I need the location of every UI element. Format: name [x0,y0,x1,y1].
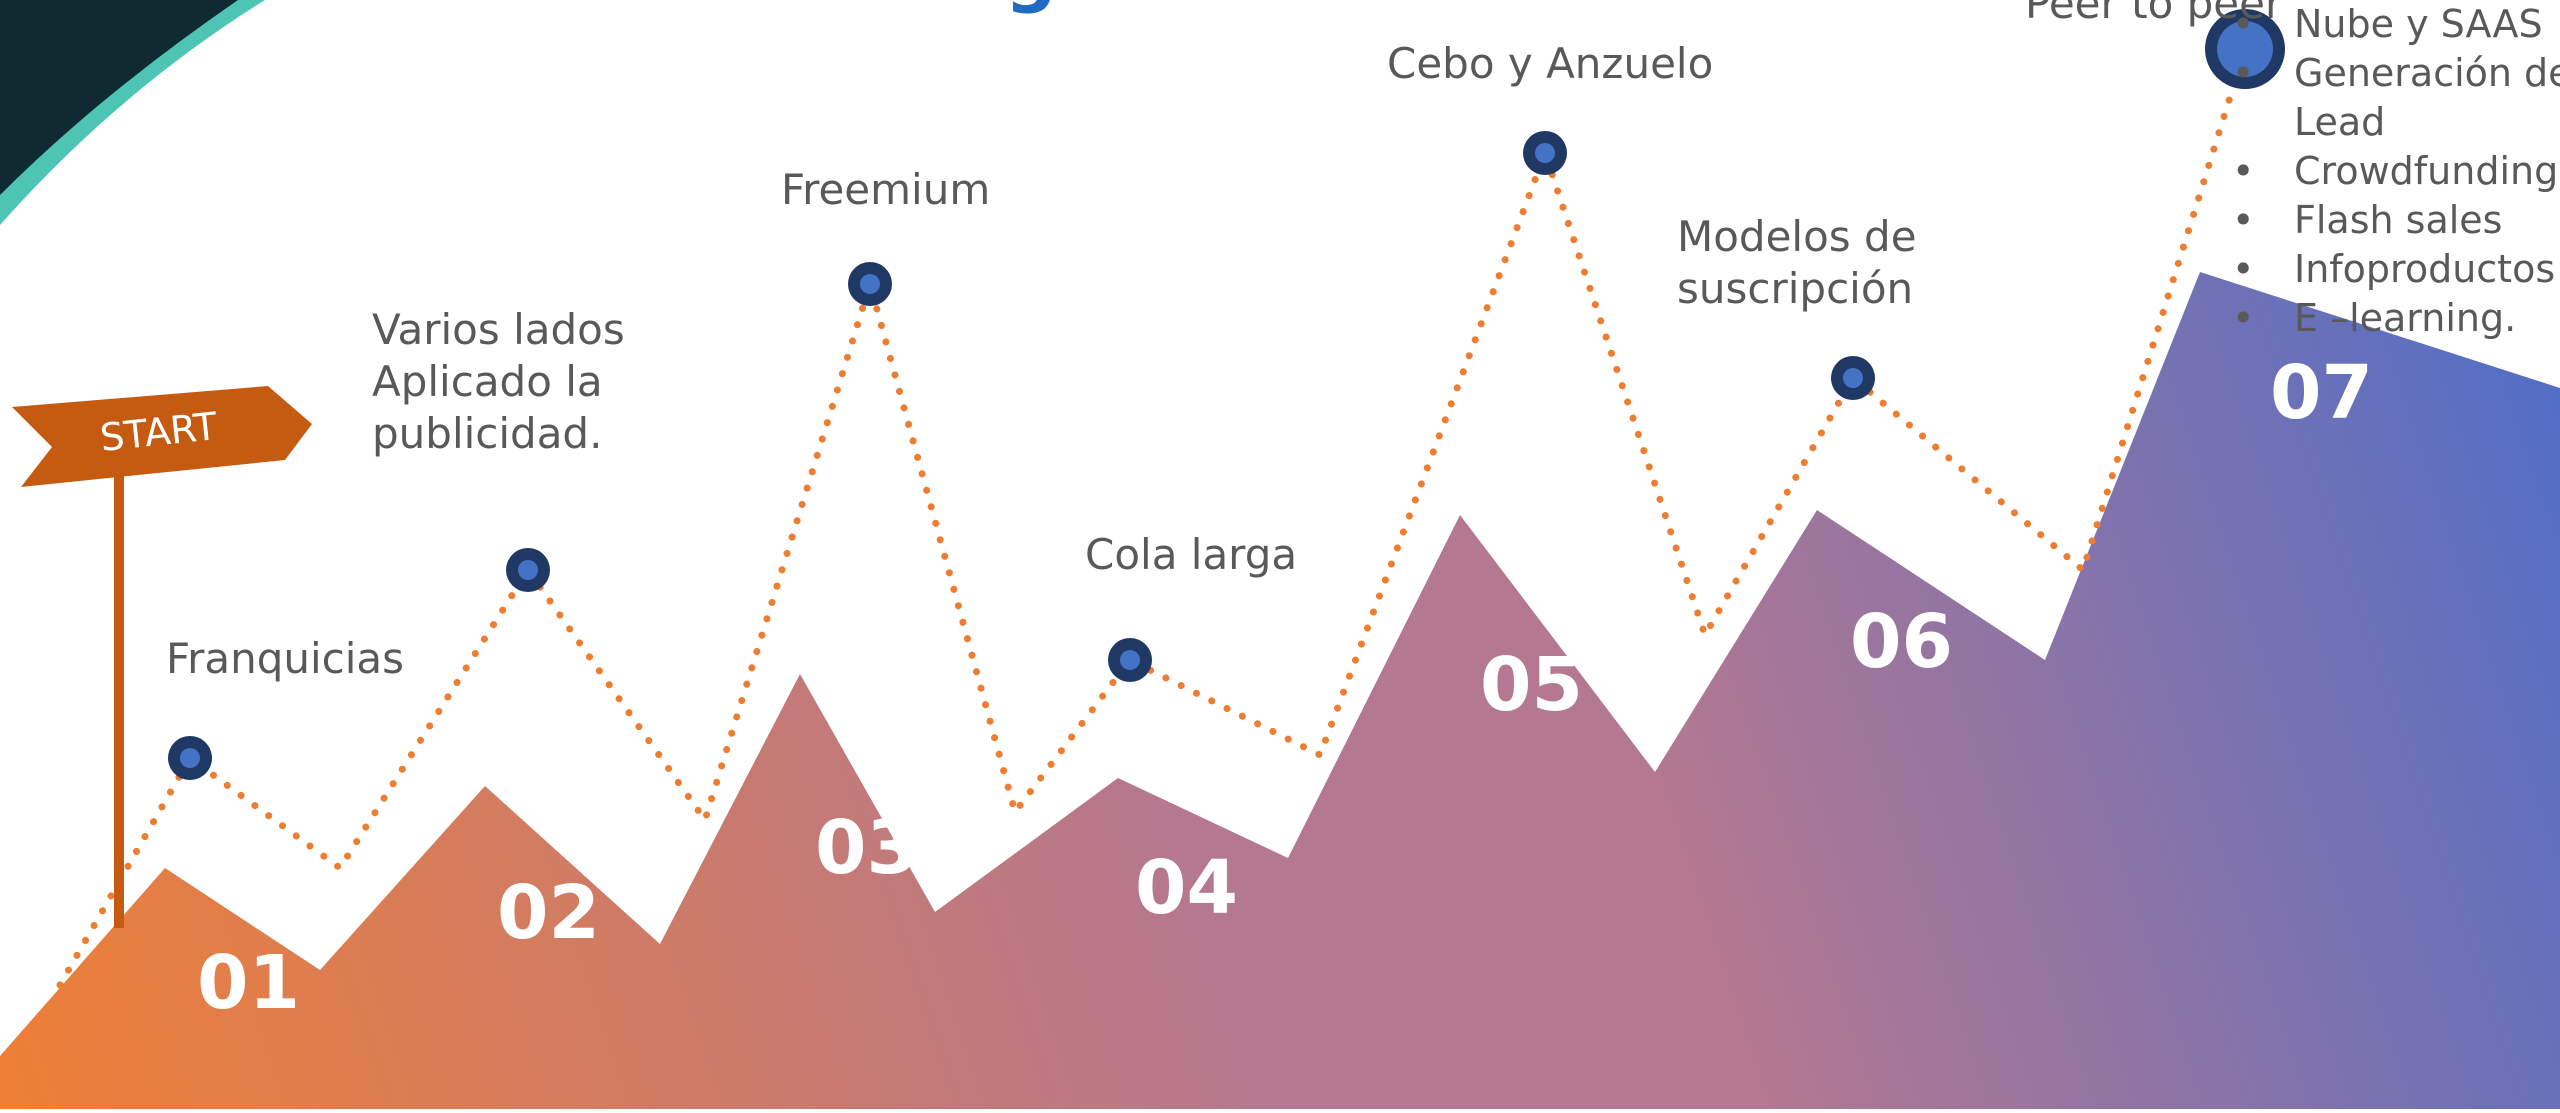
title-fragment: g [1005,0,1057,15]
bullet-item: Infoproductos [2232,245,2560,294]
step-number-05: 05 [1480,642,1583,728]
bullet-item-continuation: Lead [2294,100,2386,144]
step-number-03: 03 [815,805,918,891]
start-signpost [12,386,312,928]
roadmap-dotted-path [56,45,2249,989]
step-number-01: 01 [197,940,300,1026]
bullet-item: Nube y SAAS [2232,0,2560,49]
milestone-node-center [1120,650,1140,670]
step-label-04: Cola larga [1085,530,1298,579]
signpost-board [12,386,312,487]
bullet-item: Flash sales [2232,196,2560,245]
milestone-node-center [860,274,880,294]
milestone-node-center [518,560,538,580]
step-label-06: Modelos de suscripción [1677,212,1917,313]
step-label-01: Franquicias [166,634,405,683]
step-label-03: Freemium [781,165,991,214]
bullet-item: E –learning. [2232,294,2560,343]
step-07-bullet-list: Nube y SAAS Generación de Lead Crowdfund… [2232,0,2560,343]
bullet-item: Generación de [2232,49,2560,98]
corner-decoration-dark [0,0,238,195]
step-number-06: 06 [1850,599,1953,685]
step-number-02: 02 [497,870,600,956]
step-label-02: Varios lados Aplicado la publicidad. [372,305,625,458]
signpost-pole [114,468,124,928]
mountain-range [0,272,2560,1109]
step-number-04: 04 [1135,845,1238,931]
milestone-node-center [180,748,200,768]
step-number-07: 07 [2270,350,2373,436]
milestone-node-center [1843,368,1863,388]
step-label-05: Cebo y Anzuelo [1387,39,1714,88]
bullet-item: Crowdfunding [2232,147,2560,196]
milestone-node-center [1535,143,1555,163]
